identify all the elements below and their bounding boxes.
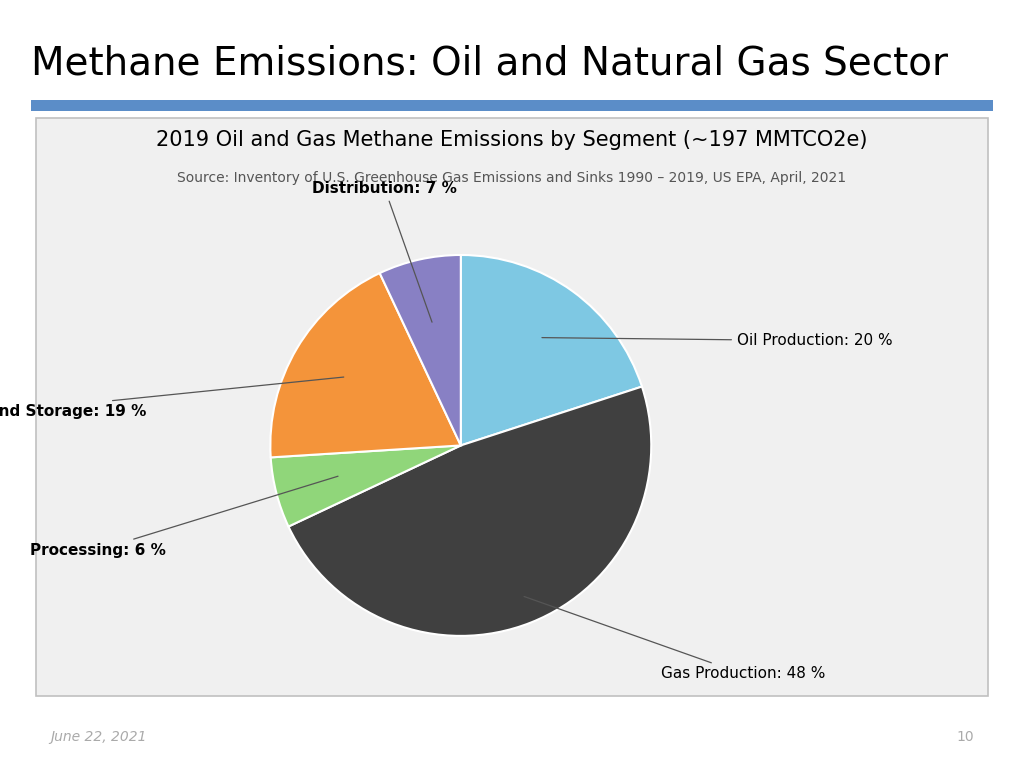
Wedge shape: [380, 255, 461, 445]
Text: 2019 Oil and Gas Methane Emissions by Segment (~197 MMTCO2e): 2019 Oil and Gas Methane Emissions by Se…: [157, 130, 867, 150]
Wedge shape: [289, 386, 651, 636]
FancyBboxPatch shape: [36, 118, 988, 696]
Wedge shape: [270, 273, 461, 458]
Text: Distribution: 7 %: Distribution: 7 %: [312, 180, 457, 323]
Wedge shape: [461, 255, 642, 445]
Text: 10: 10: [956, 730, 974, 744]
Text: Methane Emissions: Oil and Natural Gas Sector: Methane Emissions: Oil and Natural Gas S…: [31, 45, 948, 83]
Text: Processing: 6 %: Processing: 6 %: [30, 476, 338, 558]
Text: Gas Production: 48 %: Gas Production: 48 %: [524, 597, 825, 681]
Wedge shape: [270, 445, 461, 527]
Text: Transmission and Storage: 19 %: Transmission and Storage: 19 %: [0, 377, 344, 419]
Text: Oil Production: 20 %: Oil Production: 20 %: [542, 333, 893, 348]
Text: June 22, 2021: June 22, 2021: [50, 730, 146, 744]
Text: Source: Inventory of U.S. Greenhouse Gas Emissions and Sinks 1990 – 2019, US EPA: Source: Inventory of U.S. Greenhouse Gas…: [177, 170, 847, 184]
